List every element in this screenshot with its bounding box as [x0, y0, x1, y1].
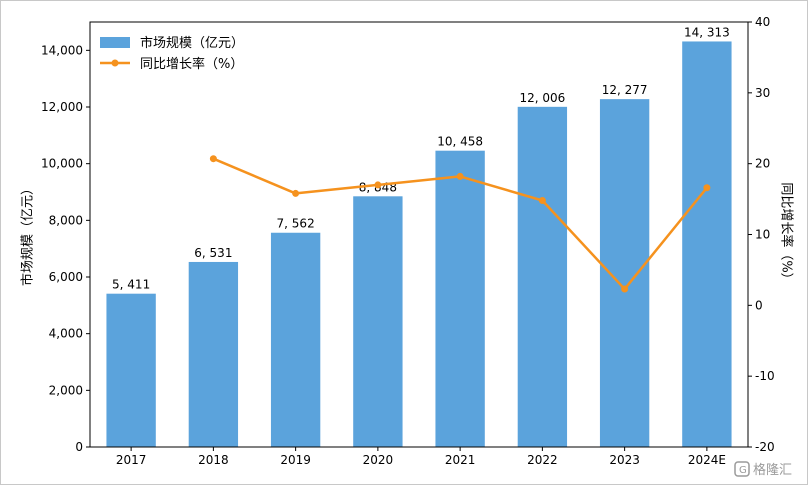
y-tick-label: 6,000 — [49, 270, 83, 284]
y2-tick-label: -20 — [755, 440, 775, 454]
growth-point-2024E — [703, 184, 711, 192]
line-series — [209, 155, 711, 293]
bar-series — [106, 41, 732, 448]
growth-point-2023 — [621, 285, 629, 293]
y-tick-label: 10,000 — [41, 157, 83, 171]
growth-point-2020 — [374, 181, 382, 189]
bar-label-2022: 12, 006 — [519, 91, 565, 105]
growth-point-2019 — [292, 189, 300, 197]
bar-2019 — [270, 232, 321, 447]
legend-bar-swatch — [100, 37, 130, 48]
bar-2017 — [106, 293, 156, 447]
bar-label-2023: 12, 277 — [602, 83, 648, 97]
legend: 市场规模（亿元） 同比增长率（%） — [100, 35, 244, 72]
bar-label-2021: 10, 458 — [437, 135, 483, 149]
bar-label-2024E: 14, 313 — [684, 25, 730, 39]
growth-point-2018 — [209, 155, 217, 163]
x-tick-label: 2019 — [280, 453, 311, 467]
y-tick-label: 2,000 — [49, 383, 83, 397]
legend-line-marker — [111, 59, 119, 67]
left-axis-ticks: 0 2,000 4,000 6,000 8,000 10,000 12,000 14,000 — [41, 43, 90, 454]
watermark: G 格隆汇 — [734, 461, 792, 478]
y-tick-label: 12,000 — [41, 100, 83, 114]
y2-tick-label: 30 — [755, 86, 770, 100]
x-axis-ticks: 2017 2018 2019 2020 2021 2022 2023 2024E — [116, 447, 726, 467]
bar-2024E — [682, 41, 732, 448]
y2-axis-label: 同比增长率（%） — [779, 182, 795, 285]
legend-line-label: 同比增长率（%） — [140, 56, 243, 72]
y-tick-label: 14,000 — [41, 43, 83, 57]
y2-tick-label: 40 — [755, 15, 770, 29]
bar-2018 — [188, 261, 239, 447]
x-tick-label: 2020 — [363, 453, 394, 467]
y2-tick-label: 20 — [755, 157, 770, 171]
y2-tick-label: 10 — [755, 228, 770, 242]
growth-point-2021 — [456, 172, 464, 180]
x-tick-label: 2017 — [116, 453, 147, 467]
legend-bar-label: 市场规模（亿元） — [140, 35, 244, 51]
bar-2023 — [599, 99, 650, 447]
right-axis-ticks: -20 -10 0 10 20 30 40 — [748, 15, 775, 454]
x-tick-label: 2024E — [688, 453, 726, 467]
x-tick-label: 2023 — [609, 453, 640, 467]
bar-2021 — [435, 150, 485, 447]
y2-tick-label: -10 — [755, 369, 775, 383]
x-tick-label: 2022 — [527, 453, 558, 467]
growth-point-2022 — [538, 197, 546, 204]
bar-2020 — [353, 196, 403, 447]
gelonghui-logo-icon — [734, 461, 750, 477]
y-axis-label: 市场规模（亿元） — [20, 182, 36, 286]
bar-label-2019: 7, 562 — [277, 217, 315, 231]
y-tick-label: 0 — [75, 440, 83, 454]
svg-text:G: G — [739, 465, 747, 476]
watermark-text: 格隆汇 — [753, 462, 792, 478]
y-tick-label: 4,000 — [49, 327, 83, 341]
y2-tick-label: 0 — [755, 298, 763, 312]
bar-2022 — [517, 106, 568, 447]
x-tick-label: 2018 — [198, 453, 229, 467]
bar-label-2018: 6, 531 — [194, 246, 232, 260]
y-tick-label: 8,000 — [49, 213, 83, 227]
bar-label-2017: 5, 411 — [112, 278, 150, 292]
x-tick-label: 2021 — [445, 453, 476, 467]
